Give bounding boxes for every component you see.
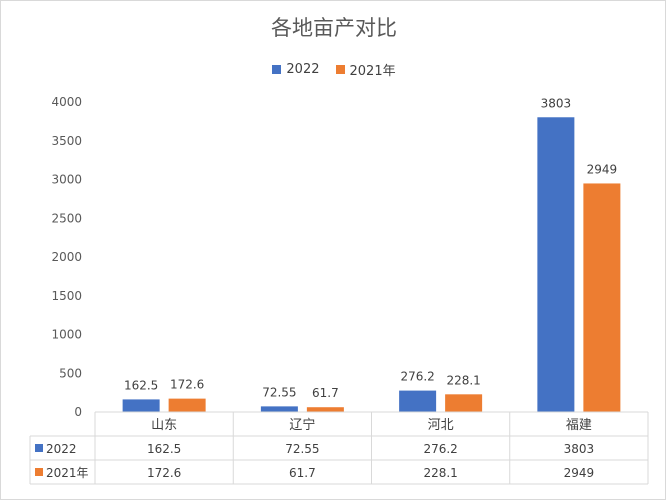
table-cell-0-2: 276.2 — [423, 442, 457, 456]
legend-swatch-series-1 — [335, 65, 345, 74]
table-cell-1-0: 172.6 — [147, 466, 181, 480]
table-key-swatch-1 — [35, 468, 43, 476]
y-tick-label-4: 2000 — [51, 250, 82, 264]
y-tick-label-0: 0 — [74, 405, 82, 419]
bar-series-1-3 — [583, 183, 621, 412]
bar-series-0-0 — [122, 399, 160, 412]
y-tick-label-5: 2500 — [51, 211, 82, 225]
y-tick-label-8: 4000 — [51, 95, 82, 109]
data-label-series-1-2: 228.1 — [446, 373, 480, 387]
legend-label-series-1: 2021年 — [349, 64, 396, 79]
table-cell-0-1: 72.55 — [285, 442, 319, 456]
data-label-series-0-1: 72.55 — [262, 385, 296, 399]
y-tick-label-3: 1500 — [51, 289, 82, 303]
table-cell-1-1: 61.7 — [289, 466, 316, 480]
data-label-series-1-3: 2949 — [587, 162, 618, 176]
data-label-series-1-0: 172.6 — [170, 378, 204, 392]
x-tick-label-1: 辽宁 — [289, 417, 315, 433]
chart-title: 各地亩产对比 — [271, 16, 397, 40]
data-label-series-0-2: 276.2 — [400, 370, 434, 384]
x-tick-label-2: 河北 — [428, 418, 454, 433]
bar-series-1-0 — [168, 398, 206, 412]
data-label-series-0-0: 162.5 — [124, 378, 158, 392]
y-tick-label-2: 1000 — [51, 328, 82, 342]
legend-item-series-1: 2021年 — [335, 60, 396, 79]
table-row-label-0: 2022 — [46, 442, 77, 456]
chart-legend: 2022 2021年 — [0, 60, 668, 79]
table-cell-1-3: 2949 — [564, 466, 595, 480]
data-label-series-1-1: 61.7 — [312, 386, 339, 400]
table-cell-0-3: 3803 — [564, 442, 595, 456]
legend-label-series-0: 2022 — [286, 62, 320, 77]
x-tick-label-0: 山东 — [151, 418, 177, 433]
bar-series-1-2 — [445, 394, 483, 412]
bar-series-0-1 — [260, 406, 298, 412]
table-cell-1-2: 228.1 — [423, 466, 457, 480]
legend-swatch-series-0 — [272, 65, 282, 74]
bar-series-0-2 — [399, 390, 437, 412]
y-tick-label-1: 500 — [59, 366, 82, 380]
bar-series-1-1 — [306, 407, 344, 412]
y-tick-label-7: 3500 — [51, 134, 82, 148]
table-key-swatch-0 — [35, 444, 43, 452]
x-tick-label-3: 福建 — [566, 418, 592, 433]
y-tick-label-6: 3000 — [51, 173, 82, 187]
table-cell-0-0: 162.5 — [147, 442, 181, 456]
bar-series-0-3 — [537, 117, 575, 412]
data-label-series-0-3: 3803 — [541, 96, 572, 110]
table-row-label-1: 2021年 — [46, 466, 89, 480]
legend-item-series-0: 2022 — [272, 60, 320, 79]
